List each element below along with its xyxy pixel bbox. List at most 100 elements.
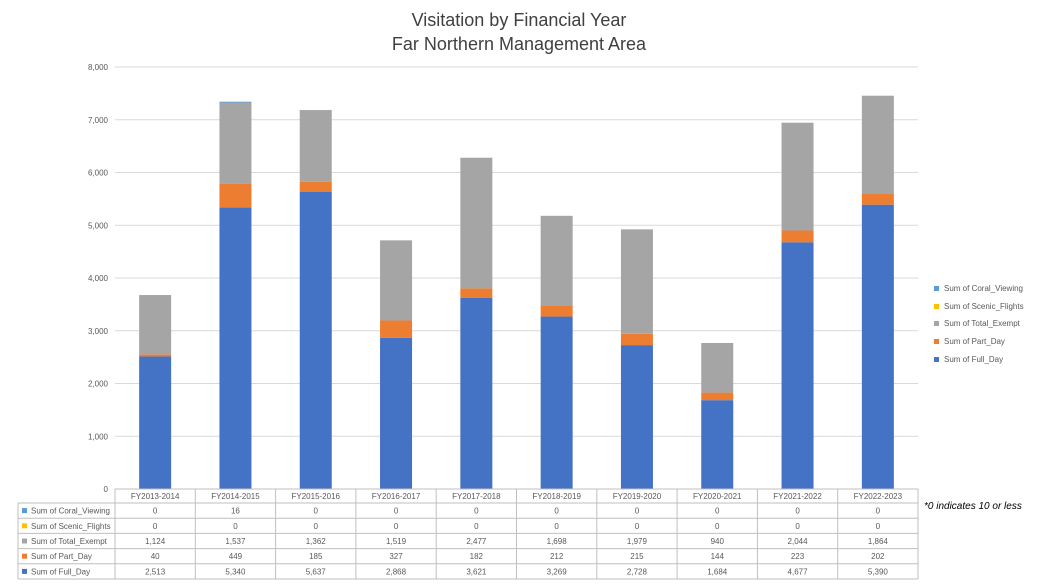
data-table-value: 223: [791, 552, 805, 561]
data-table-value: 2,044: [788, 537, 809, 546]
bar-segment: [380, 337, 413, 489]
data-table-value: 3,269: [547, 567, 568, 576]
bar-segment: [460, 157, 493, 289]
chart-title-line-2: Far Northern Management Area: [391, 34, 647, 54]
bar-segment: [299, 110, 332, 182]
data-table-value: 5,637: [306, 567, 327, 576]
legend-item: Sum of Scenic_Flights: [934, 298, 1024, 316]
legend-label: Sum of Coral_Viewing: [944, 284, 1024, 294]
data-table-value: 1,537: [225, 537, 246, 546]
x-tick-label: FY2019-2020: [613, 492, 662, 501]
bar-segment: [540, 316, 573, 489]
legend-label: Sum of Full_Day: [944, 354, 1004, 364]
chart-title-line-1: Visitation by Financial Year: [411, 10, 627, 30]
y-tick-label: 3,000: [88, 327, 109, 336]
data-table-value: 5,390: [868, 567, 889, 576]
y-tick-label: 4,000: [88, 274, 109, 283]
table-row-label: Sum of Total_Exempt: [31, 537, 108, 546]
table-row-label: Sum of Part_Day: [31, 552, 92, 561]
x-tick-label: FY2015-2016: [292, 492, 341, 501]
data-table-value: 449: [229, 552, 243, 561]
y-tick-label: 8,000: [88, 63, 109, 72]
y-tick-label: 2,000: [88, 380, 109, 389]
data-table-value: 0: [715, 507, 720, 516]
y-tick-label: 7,000: [88, 116, 109, 125]
data-table-value: 0: [314, 507, 319, 516]
data-table-value: 0: [474, 507, 479, 516]
data-table-value: 1,362: [306, 537, 327, 546]
data-table-value: 5,340: [225, 567, 246, 576]
bar-segment: [460, 297, 493, 489]
data-table-value: 0: [153, 507, 158, 516]
legend-label: Sum of Scenic_Flights: [944, 301, 1024, 311]
chart-title: Visitation by Financial Year Far Norther…: [0, 8, 1038, 56]
data-table-value: 0: [554, 522, 559, 531]
legend-swatch: [934, 303, 939, 309]
table-legend-key: [22, 523, 27, 529]
bar-segment: [620, 229, 653, 334]
x-tick-label: FY2018-2019: [532, 492, 581, 501]
table-row-label: Sum of Full_Day: [31, 567, 90, 576]
data-table-value: 0: [876, 522, 881, 531]
data-table-value: 0: [554, 507, 559, 516]
bar-segment: [380, 240, 413, 321]
data-table-value: 2,513: [145, 567, 166, 576]
data-table-value: 1,684: [707, 567, 728, 576]
legend-swatch: [934, 321, 939, 327]
data-table-value: 185: [309, 552, 323, 561]
bar-segment: [540, 305, 573, 317]
data-table-value: 202: [871, 552, 885, 561]
bar-segment: [781, 122, 814, 231]
data-table-value: 40: [151, 552, 160, 561]
data-table-value: 0: [233, 522, 238, 531]
data-table-value: 4,677: [788, 567, 809, 576]
x-tick-label: FY2013-2014: [131, 492, 180, 501]
bar-segment: [299, 181, 332, 192]
table-row-label: Sum of Scenic_Flights: [31, 522, 111, 531]
data-table-value: 0: [394, 507, 399, 516]
legend-swatch: [934, 356, 939, 362]
data-table-value: 212: [550, 552, 564, 561]
data-table-value: 0: [153, 522, 158, 531]
legend-item: Sum of Coral_Viewing: [934, 280, 1024, 298]
y-tick-label: 1,000: [88, 432, 109, 441]
bar-segment: [620, 345, 653, 489]
data-table-value: 1,519: [386, 537, 407, 546]
bar-segment: [139, 354, 172, 357]
x-tick-label: FY2022-2023: [854, 492, 903, 501]
bar-segment: [781, 242, 814, 489]
bar-segment: [219, 207, 252, 489]
data-table-value: 1,698: [547, 537, 568, 546]
data-table-value: 1,124: [145, 537, 166, 546]
bar-segment: [299, 191, 332, 489]
data-table-value: 0: [474, 522, 479, 531]
table-row-label: Sum of Coral_Viewing: [31, 507, 110, 516]
data-table-value: 0: [715, 522, 720, 531]
data-table-value: 2,477: [466, 537, 487, 546]
table-legend-key: [22, 568, 27, 574]
table-legend-key: [22, 508, 27, 514]
data-table-value: 2,728: [627, 567, 648, 576]
data-table-value: 144: [711, 552, 725, 561]
data-table-value: 0: [635, 507, 640, 516]
x-tick-label: FY2021-2022: [773, 492, 822, 501]
chart-legend: Sum of Coral_Viewing Sum of Scenic_Flight…: [934, 280, 1024, 368]
data-table-value: 16: [231, 507, 240, 516]
data-table-value: 0: [876, 507, 881, 516]
legend-label: Sum of Total_Exempt: [944, 319, 1020, 329]
y-tick-label: 5,000: [88, 221, 109, 230]
legend-label: Sum of Part_Day: [944, 337, 1005, 347]
bar-segment: [540, 215, 573, 306]
y-tick-label: 0: [104, 485, 109, 494]
data-table-value: 327: [389, 552, 403, 561]
bar-segment: [701, 392, 734, 401]
data-table-value: 940: [711, 537, 725, 546]
data-table-value: 2,868: [386, 567, 407, 576]
data-table-value: 182: [470, 552, 484, 561]
table-legend-key: [22, 538, 27, 544]
bar-segment: [861, 95, 894, 195]
bar-segment: [219, 102, 252, 184]
data-table-value: 0: [795, 507, 800, 516]
bar-segment: [701, 342, 734, 393]
